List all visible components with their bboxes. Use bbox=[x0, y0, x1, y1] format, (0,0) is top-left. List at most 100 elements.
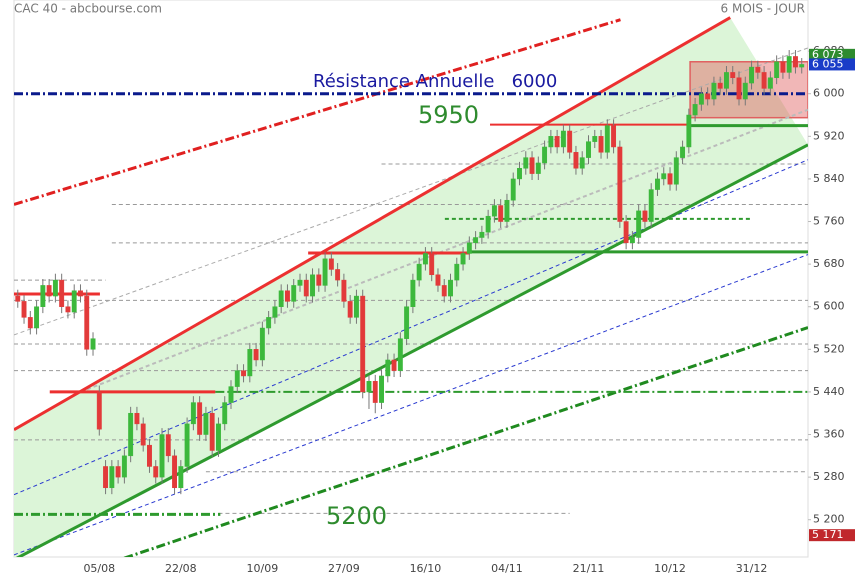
candle-body bbox=[429, 253, 435, 276]
candle-body bbox=[736, 77, 742, 100]
candle-body bbox=[724, 72, 729, 89]
candle-body bbox=[774, 61, 780, 78]
candle-body bbox=[341, 279, 347, 302]
candle-body bbox=[272, 306, 278, 318]
price-tag-label: 6 055 bbox=[812, 57, 844, 70]
candle-body bbox=[34, 306, 40, 329]
candle-body bbox=[629, 237, 635, 244]
price-tag bbox=[809, 529, 855, 542]
trend-line bbox=[14, 16, 731, 432]
candle-body bbox=[655, 178, 660, 190]
candle-body bbox=[397, 338, 403, 371]
candle-body bbox=[698, 93, 704, 105]
candle-body bbox=[749, 66, 755, 84]
candle-body bbox=[485, 215, 491, 233]
candle-body bbox=[241, 370, 246, 377]
y-tick-label: 5 520 bbox=[813, 342, 845, 355]
candle-body bbox=[284, 290, 290, 302]
candle-body bbox=[27, 317, 33, 329]
trend-line bbox=[122, 326, 808, 557]
x-tick-label: 22/08 bbox=[165, 562, 197, 575]
candle-body bbox=[441, 285, 447, 297]
x-tick-label: 21/11 bbox=[573, 562, 605, 575]
y-tick-label: 5 360 bbox=[813, 428, 845, 441]
candle-body bbox=[479, 231, 485, 238]
candle-body bbox=[692, 104, 698, 116]
candle-body bbox=[266, 317, 272, 329]
candle-body bbox=[667, 173, 673, 185]
candle-body bbox=[291, 285, 297, 302]
candle-body bbox=[473, 237, 479, 244]
candle-body bbox=[466, 242, 472, 254]
candle-body bbox=[40, 285, 46, 307]
candle-body bbox=[504, 199, 510, 222]
candle-body bbox=[78, 290, 83, 297]
candle-body bbox=[222, 402, 228, 425]
candle-body bbox=[755, 66, 761, 73]
candle-body bbox=[623, 221, 629, 244]
candle-body bbox=[322, 258, 328, 286]
candle-body bbox=[598, 136, 604, 153]
candle-body bbox=[642, 210, 648, 222]
candle-body bbox=[115, 466, 121, 478]
candle-body bbox=[353, 295, 359, 318]
y-tick-label: 5 200 bbox=[813, 513, 845, 526]
candle-body bbox=[228, 386, 234, 403]
candle-body bbox=[491, 205, 497, 217]
candle-body bbox=[548, 136, 554, 148]
chart-subtitle: 6 MOIS - JOUR bbox=[721, 2, 805, 16]
candle-body bbox=[65, 306, 71, 313]
candle-body bbox=[535, 162, 541, 174]
y-tick-label: 5 440 bbox=[813, 385, 845, 398]
candle-body bbox=[567, 130, 573, 153]
candle-body bbox=[786, 56, 792, 73]
candle-body bbox=[360, 295, 366, 393]
price-tag-label: 6 073 bbox=[812, 48, 844, 61]
candle-body bbox=[799, 64, 805, 68]
price-tag-label: 5 171 bbox=[812, 528, 844, 541]
candle-body bbox=[542, 146, 548, 164]
candle-body bbox=[184, 423, 190, 467]
annotation: 5200 bbox=[326, 502, 387, 530]
candle-body bbox=[247, 349, 253, 377]
candle-body bbox=[253, 349, 259, 361]
candle-body bbox=[216, 423, 221, 451]
candle-body bbox=[661, 173, 667, 180]
candle-body bbox=[347, 301, 353, 318]
candle-body bbox=[366, 381, 372, 393]
candle-body bbox=[410, 279, 416, 307]
candle-body bbox=[103, 466, 109, 489]
candle-body bbox=[636, 210, 642, 238]
price-tag bbox=[809, 48, 855, 61]
trend-line bbox=[14, 47, 808, 336]
candle-body bbox=[573, 152, 579, 169]
annotation: 5950 bbox=[418, 101, 479, 129]
candle-body bbox=[579, 157, 585, 169]
candle-body bbox=[372, 381, 378, 403]
candle-body bbox=[554, 136, 560, 148]
candle-body bbox=[385, 359, 391, 377]
candle-body bbox=[717, 82, 723, 89]
candle-body bbox=[617, 146, 623, 222]
candle-body bbox=[435, 274, 441, 286]
trend-line bbox=[14, 254, 808, 556]
x-tick-label: 27/09 bbox=[328, 562, 360, 575]
candle-body bbox=[448, 279, 453, 297]
candle-body bbox=[498, 205, 504, 222]
candle-body bbox=[422, 253, 428, 265]
candle-body bbox=[297, 279, 303, 286]
candle-body bbox=[234, 370, 240, 387]
candle-body bbox=[416, 263, 422, 281]
candle-body bbox=[510, 178, 516, 201]
candle-body bbox=[335, 269, 341, 281]
candle-body bbox=[592, 136, 598, 142]
candle-body bbox=[379, 375, 384, 403]
candle-body bbox=[328, 258, 334, 270]
x-tick-label: 05/08 bbox=[83, 562, 115, 575]
candle-body bbox=[404, 306, 410, 339]
candle-body bbox=[761, 72, 767, 89]
candle-body bbox=[316, 274, 322, 286]
plot bbox=[14, 16, 808, 557]
trend-line bbox=[14, 18, 621, 206]
trend-line bbox=[15, 143, 808, 557]
